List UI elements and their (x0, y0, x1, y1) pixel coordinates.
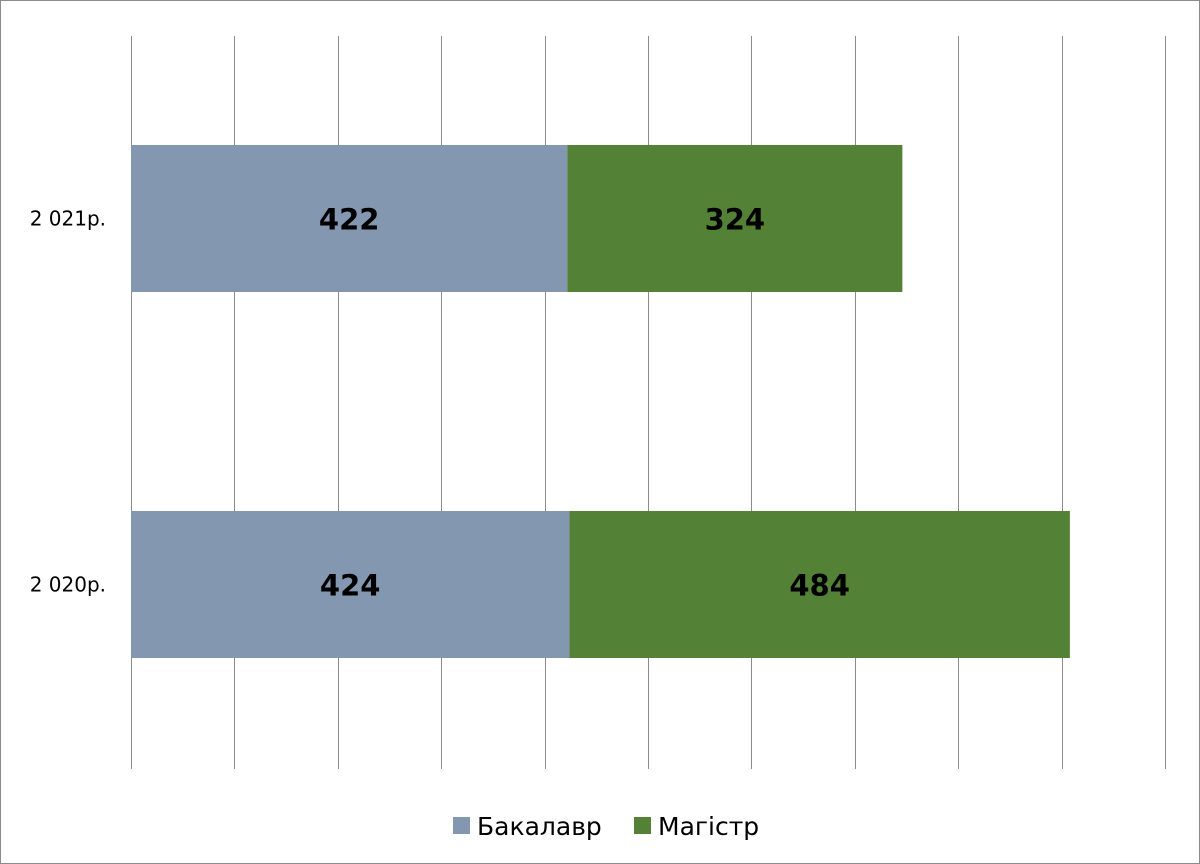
data-label: 422 (319, 203, 380, 237)
bars (131, 145, 1070, 658)
data-label: 324 (705, 203, 766, 237)
category-label: 2 021р. (30, 207, 106, 231)
category-label: 2 020р. (30, 573, 106, 597)
legend: Бакалавр Магістр (453, 812, 759, 841)
category-labels: 2 021р. 2 020р. (30, 207, 106, 597)
legend-swatch (634, 817, 651, 834)
bar-segment (131, 511, 570, 658)
bar-segment (567, 145, 903, 292)
data-label: 424 (320, 569, 381, 603)
legend-label: Магістр (658, 812, 759, 841)
legend-swatch (453, 817, 470, 834)
bar-segment (131, 145, 568, 292)
data-label: 484 (789, 569, 850, 603)
data-labels: 422 324 424 484 (319, 203, 850, 603)
legend-label: Бакалавр (477, 812, 602, 841)
bar-segment (569, 511, 1070, 658)
